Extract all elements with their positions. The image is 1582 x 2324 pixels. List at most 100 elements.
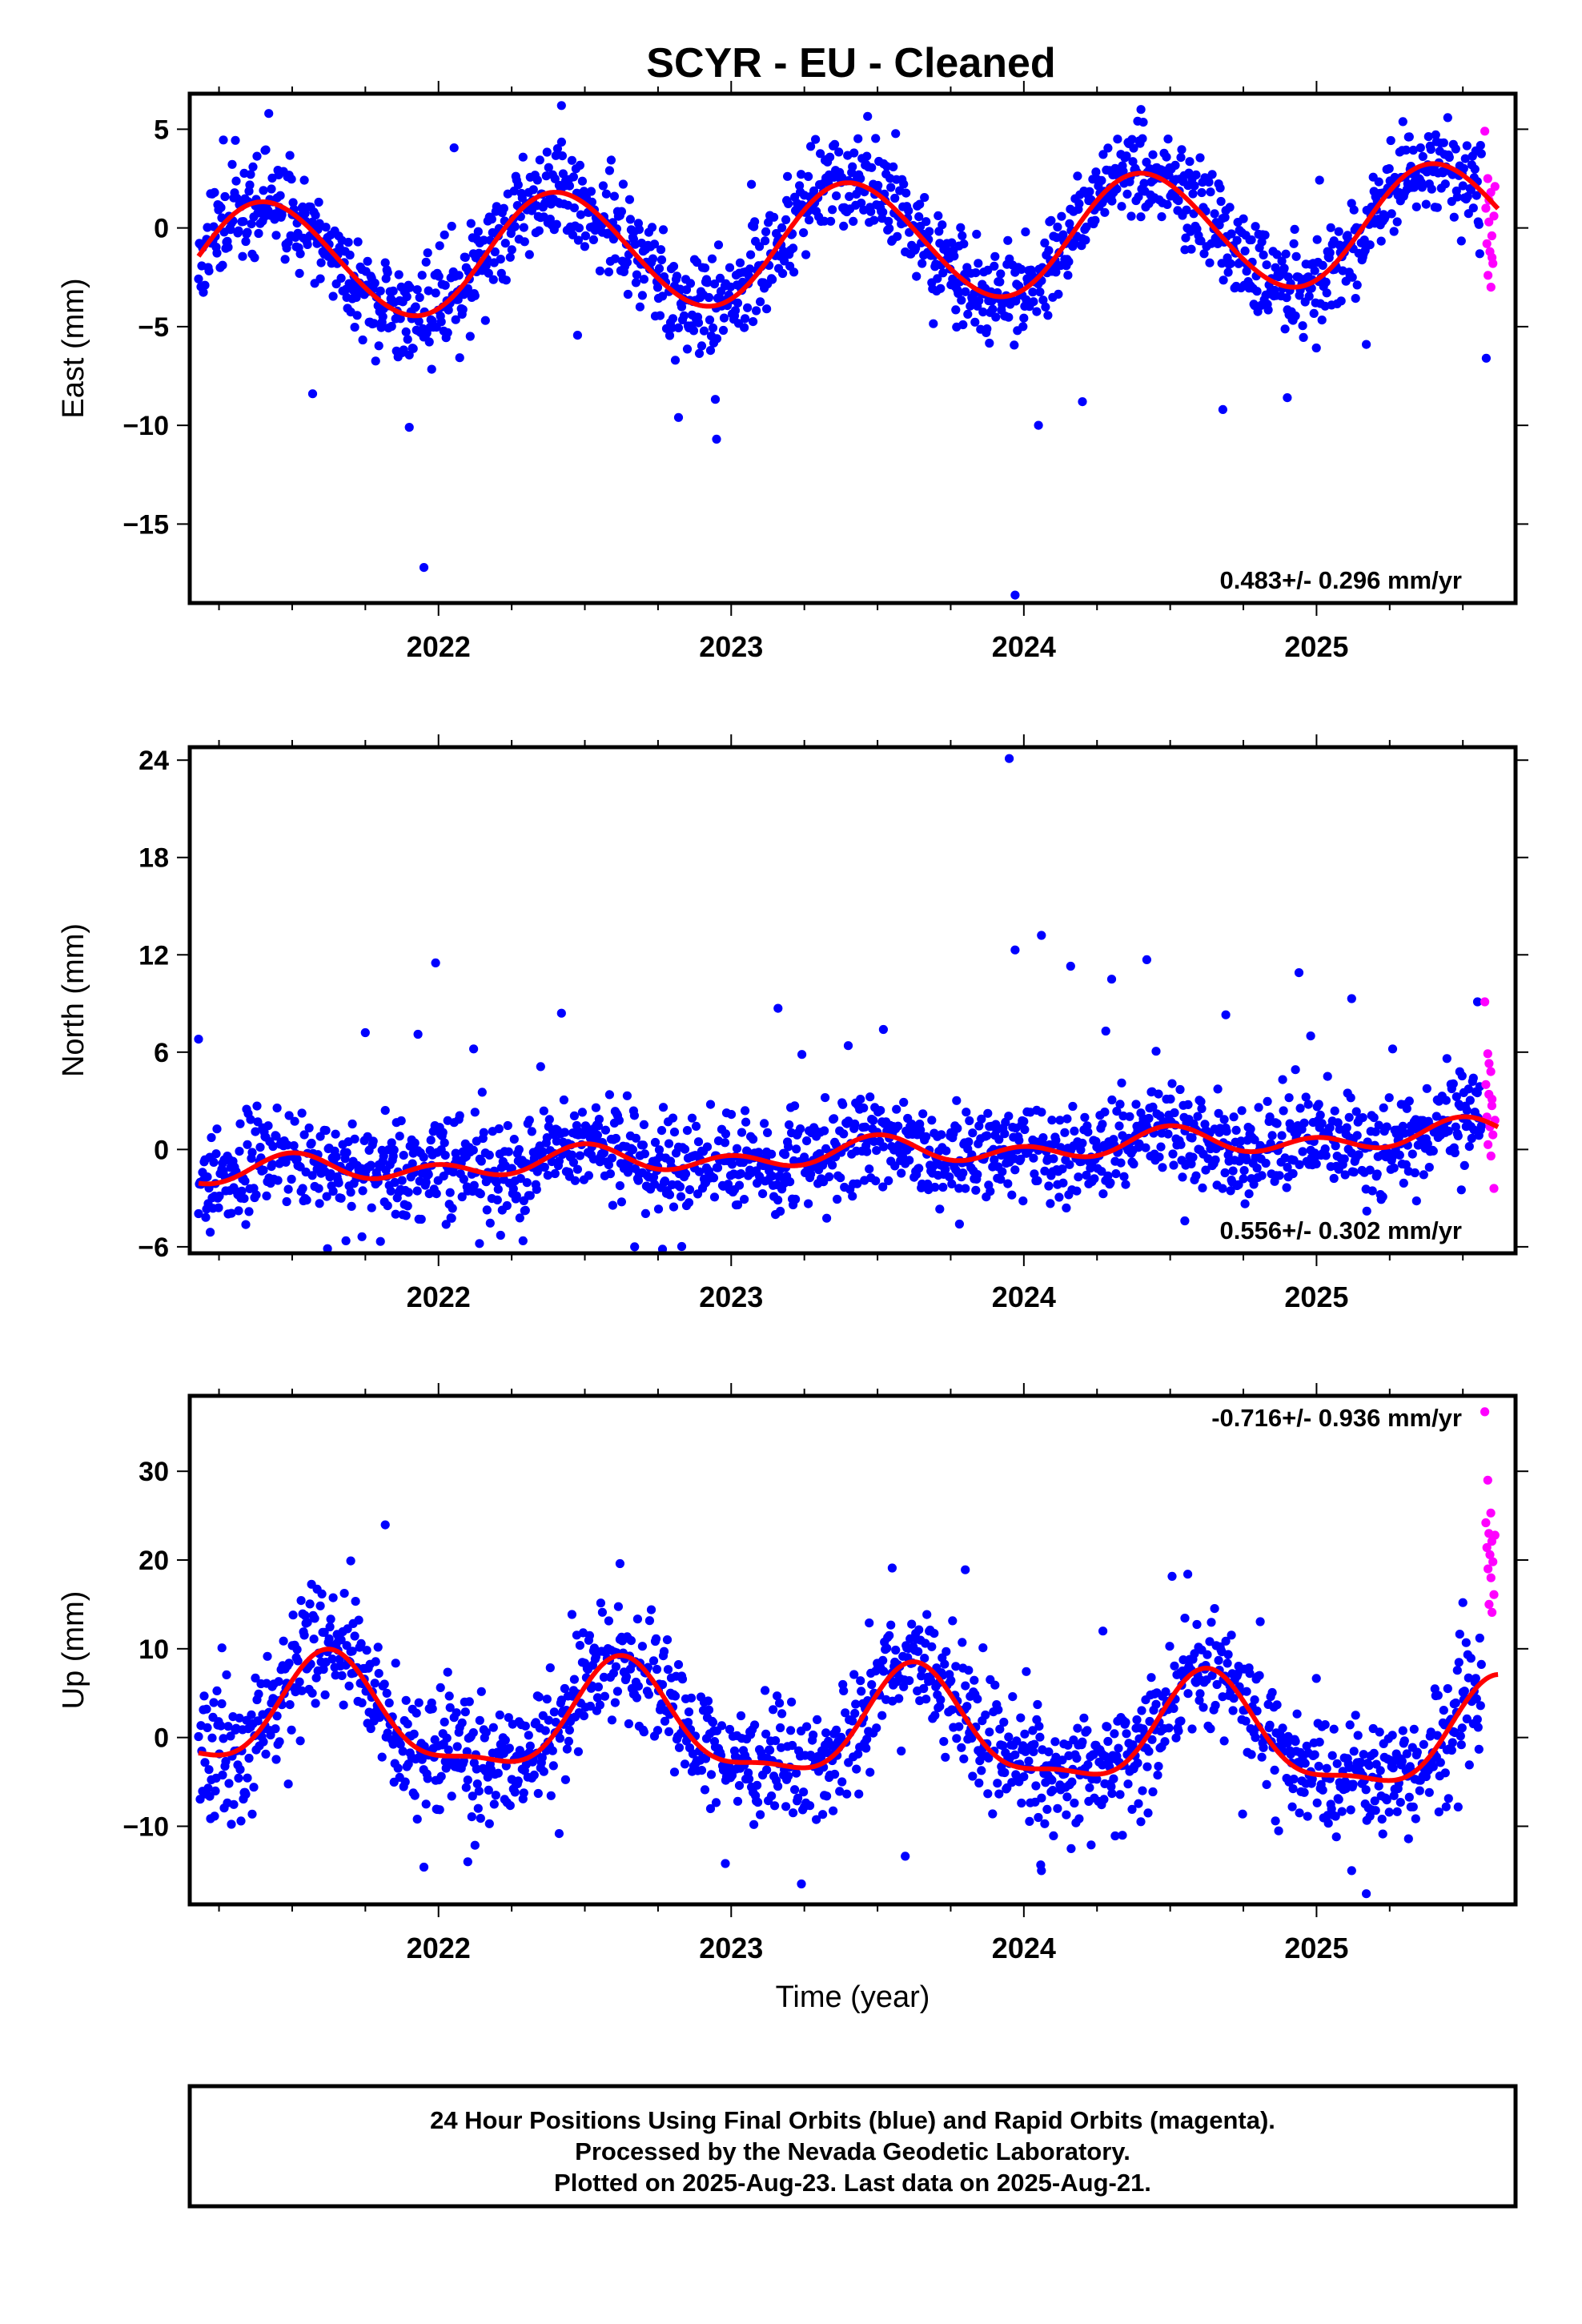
final-orbit-point xyxy=(1053,222,1062,232)
final-orbit-point xyxy=(1225,203,1235,212)
final-orbit-point xyxy=(1375,1766,1385,1775)
final-orbit-point xyxy=(1122,151,1131,161)
final-orbit-point xyxy=(323,1244,332,1253)
final-orbit-point xyxy=(401,327,411,336)
final-orbit-point xyxy=(1389,1163,1399,1173)
final-orbit-point xyxy=(597,1607,608,1617)
final-orbit-point xyxy=(1070,1798,1079,1808)
final-orbit-point xyxy=(1229,1112,1239,1122)
final-orbit-point xyxy=(579,1711,589,1721)
final-orbit-point xyxy=(463,1775,472,1785)
final-orbit-point xyxy=(1359,1750,1368,1759)
final-orbit-point xyxy=(616,1197,627,1207)
final-orbit-point xyxy=(259,1165,268,1175)
final-orbit-point xyxy=(1464,1084,1473,1094)
final-orbit-point xyxy=(1165,1642,1174,1651)
final-orbit-point xyxy=(554,1829,564,1839)
final-orbit-point xyxy=(328,1187,338,1196)
final-orbit-point xyxy=(867,1680,877,1690)
final-orbit-point xyxy=(214,1203,223,1212)
final-orbit-point xyxy=(375,286,385,296)
final-orbit-point xyxy=(845,191,854,201)
final-orbit-point xyxy=(412,285,422,295)
final-orbit-point xyxy=(886,183,896,192)
final-orbit-point xyxy=(362,1646,371,1655)
final-orbit-point xyxy=(1282,1183,1291,1192)
rapid-orbit-point xyxy=(1486,283,1496,292)
final-orbit-point xyxy=(658,1103,669,1112)
final-orbit-point xyxy=(850,1708,860,1719)
y-tick-label: 12 xyxy=(139,940,169,971)
final-orbit-point xyxy=(254,1689,263,1699)
final-orbit-point xyxy=(850,1119,860,1129)
final-orbit-point xyxy=(285,151,295,160)
final-orbit-point xyxy=(236,1816,246,1826)
final-orbit-point xyxy=(488,1723,498,1732)
final-orbit-point xyxy=(1457,1723,1467,1733)
final-orbit-point xyxy=(657,1680,668,1690)
final-orbit-point xyxy=(1098,1120,1107,1129)
final-orbit-point xyxy=(1240,246,1250,255)
final-orbit-point xyxy=(1116,1158,1126,1168)
final-orbit-point xyxy=(1440,1768,1450,1778)
final-orbit-point xyxy=(848,1716,857,1726)
x-tick-label: 2022 xyxy=(407,1932,471,1964)
final-orbit-point xyxy=(343,237,353,247)
final-orbit-point xyxy=(901,188,911,198)
final-orbit-point xyxy=(713,240,724,250)
final-orbit-point xyxy=(467,1812,476,1822)
final-orbit-point xyxy=(816,149,825,159)
y-tick-label: 20 xyxy=(139,1546,169,1576)
final-orbit-point xyxy=(410,1791,420,1800)
final-orbit-point xyxy=(652,1726,663,1735)
final-orbit-point xyxy=(877,1711,887,1720)
final-orbit-point xyxy=(261,145,271,155)
final-orbit-point xyxy=(958,320,968,330)
final-orbit-point xyxy=(476,1189,485,1199)
final-orbit-point xyxy=(1019,1116,1029,1126)
final-orbit-point xyxy=(353,237,363,247)
final-orbit-point xyxy=(628,1145,638,1155)
final-orbit-point xyxy=(204,266,214,275)
final-orbit-point xyxy=(1138,118,1148,127)
final-orbit-point xyxy=(375,1236,385,1246)
final-orbit-point xyxy=(1162,199,1172,209)
final-orbit-point xyxy=(1408,145,1418,155)
final-orbit-point xyxy=(470,1840,480,1850)
final-orbit-point xyxy=(1244,1189,1254,1199)
final-orbit-point xyxy=(461,1783,471,1792)
final-orbit-point xyxy=(508,1184,518,1193)
final-orbit-point xyxy=(654,1145,665,1155)
rapid-orbit-point xyxy=(1489,1590,1499,1599)
final-orbit-point xyxy=(435,241,444,251)
final-orbit-point xyxy=(837,1777,847,1787)
final-orbit-point xyxy=(455,1111,464,1120)
final-orbit-point xyxy=(360,1027,370,1038)
final-orbit-point xyxy=(253,1716,263,1726)
final-orbit-point xyxy=(424,337,434,347)
final-orbit-point xyxy=(1287,1802,1297,1811)
final-orbit-point xyxy=(1197,1104,1207,1113)
final-orbit-point xyxy=(632,270,642,279)
final-orbit-point xyxy=(399,1151,408,1160)
final-orbit-point xyxy=(347,1119,357,1129)
final-orbit-point xyxy=(1415,1786,1424,1795)
final-orbit-point xyxy=(481,1727,491,1737)
final-orbit-point xyxy=(1399,1178,1408,1188)
final-orbit-point xyxy=(961,287,970,296)
final-orbit-point xyxy=(681,1169,691,1179)
final-orbit-point xyxy=(878,1182,888,1192)
final-orbit-point xyxy=(1443,1794,1453,1803)
final-orbit-point xyxy=(1439,1706,1448,1715)
final-orbit-point xyxy=(669,262,679,271)
rapid-orbit-point xyxy=(1483,174,1492,183)
final-orbit-point xyxy=(1432,203,1442,212)
final-orbit-point xyxy=(1147,1735,1157,1744)
final-orbit-point xyxy=(1223,1659,1232,1668)
final-orbit-point xyxy=(596,1598,606,1608)
final-orbit-point xyxy=(564,1725,575,1735)
final-orbit-point xyxy=(1302,1741,1311,1751)
final-orbit-point xyxy=(789,1808,798,1818)
final-orbit-point xyxy=(1332,1759,1342,1768)
final-orbit-point xyxy=(1466,1654,1476,1663)
